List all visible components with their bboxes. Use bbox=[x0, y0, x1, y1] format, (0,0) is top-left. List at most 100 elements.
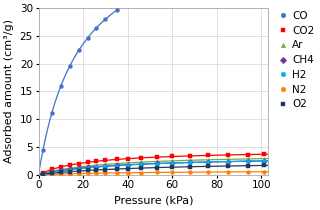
O2 bbox=[226, 165, 230, 167]
Line: N2: N2 bbox=[41, 170, 266, 176]
CO bbox=[68, 65, 72, 67]
Ar bbox=[262, 157, 266, 160]
CH4 bbox=[68, 168, 72, 171]
CO2 bbox=[59, 166, 63, 168]
Ar bbox=[170, 160, 174, 162]
N2 bbox=[155, 171, 159, 174]
H2 bbox=[155, 162, 159, 165]
CO bbox=[41, 149, 45, 151]
CH4 bbox=[206, 161, 210, 163]
CH4 bbox=[41, 172, 45, 175]
CO bbox=[59, 85, 63, 87]
CO2 bbox=[262, 153, 266, 155]
CO bbox=[126, 2, 130, 4]
O2 bbox=[126, 167, 130, 170]
Ar bbox=[139, 161, 143, 163]
O2 bbox=[262, 164, 266, 167]
CO2 bbox=[50, 168, 54, 171]
CO2 bbox=[206, 154, 210, 157]
CH4 bbox=[188, 161, 192, 164]
H2 bbox=[226, 160, 230, 163]
O2 bbox=[170, 166, 174, 168]
H2 bbox=[50, 171, 54, 173]
H2 bbox=[59, 170, 63, 172]
Ar bbox=[50, 170, 54, 173]
Ar bbox=[155, 160, 159, 163]
Line: CO2: CO2 bbox=[41, 152, 266, 175]
CO bbox=[103, 18, 107, 20]
Line: H2: H2 bbox=[41, 159, 266, 176]
CO bbox=[50, 112, 54, 114]
CO2 bbox=[86, 161, 90, 164]
N2 bbox=[103, 172, 107, 174]
N2 bbox=[68, 172, 72, 175]
CH4 bbox=[115, 164, 118, 167]
Ar bbox=[115, 162, 118, 165]
CH4 bbox=[77, 167, 81, 169]
N2 bbox=[188, 171, 192, 173]
N2 bbox=[50, 173, 54, 176]
N2 bbox=[126, 172, 130, 174]
Line: Ar: Ar bbox=[41, 157, 266, 175]
Ar bbox=[95, 164, 99, 166]
Line: CO: CO bbox=[41, 0, 266, 152]
CO bbox=[86, 37, 90, 39]
H2 bbox=[262, 160, 266, 162]
N2 bbox=[246, 171, 250, 173]
H2 bbox=[246, 160, 250, 162]
Ar bbox=[68, 167, 72, 169]
H2 bbox=[115, 164, 118, 167]
N2 bbox=[115, 172, 118, 174]
H2 bbox=[77, 167, 81, 170]
O2 bbox=[41, 173, 45, 175]
H2 bbox=[95, 166, 99, 168]
Line: O2: O2 bbox=[41, 164, 266, 176]
X-axis label: Pressure (kPa): Pressure (kPa) bbox=[114, 196, 193, 206]
Ar bbox=[246, 158, 250, 160]
N2 bbox=[206, 171, 210, 173]
H2 bbox=[188, 161, 192, 164]
CO2 bbox=[68, 164, 72, 166]
CH4 bbox=[262, 160, 266, 162]
Ar bbox=[206, 159, 210, 161]
Legend: CO, CO2, Ar, CH4, H2, N2, O2: CO, CO2, Ar, CH4, H2, N2, O2 bbox=[276, 10, 316, 110]
CH4 bbox=[95, 165, 99, 168]
Ar bbox=[77, 166, 81, 168]
Ar bbox=[103, 163, 107, 166]
CH4 bbox=[155, 162, 159, 165]
N2 bbox=[139, 171, 143, 174]
Ar bbox=[226, 158, 230, 161]
CO2 bbox=[115, 158, 118, 161]
CO bbox=[115, 9, 118, 12]
CO2 bbox=[95, 160, 99, 163]
H2 bbox=[103, 165, 107, 168]
CH4 bbox=[59, 169, 63, 172]
CO2 bbox=[246, 153, 250, 156]
N2 bbox=[262, 171, 266, 173]
H2 bbox=[86, 167, 90, 169]
O2 bbox=[86, 169, 90, 172]
CO2 bbox=[226, 154, 230, 156]
H2 bbox=[139, 163, 143, 166]
CO2 bbox=[103, 159, 107, 162]
CH4 bbox=[139, 163, 143, 165]
H2 bbox=[206, 161, 210, 163]
Ar bbox=[188, 159, 192, 161]
CH4 bbox=[50, 171, 54, 173]
CO2 bbox=[41, 171, 45, 174]
O2 bbox=[77, 170, 81, 172]
CO2 bbox=[170, 155, 174, 158]
O2 bbox=[59, 171, 63, 174]
CH4 bbox=[170, 162, 174, 164]
O2 bbox=[246, 164, 250, 167]
N2 bbox=[226, 171, 230, 173]
CH4 bbox=[103, 165, 107, 167]
Ar bbox=[86, 165, 90, 167]
O2 bbox=[115, 168, 118, 170]
CO2 bbox=[188, 155, 192, 157]
CO2 bbox=[77, 162, 81, 165]
Ar bbox=[41, 172, 45, 175]
O2 bbox=[95, 169, 99, 171]
CO bbox=[95, 26, 99, 29]
CH4 bbox=[86, 166, 90, 169]
